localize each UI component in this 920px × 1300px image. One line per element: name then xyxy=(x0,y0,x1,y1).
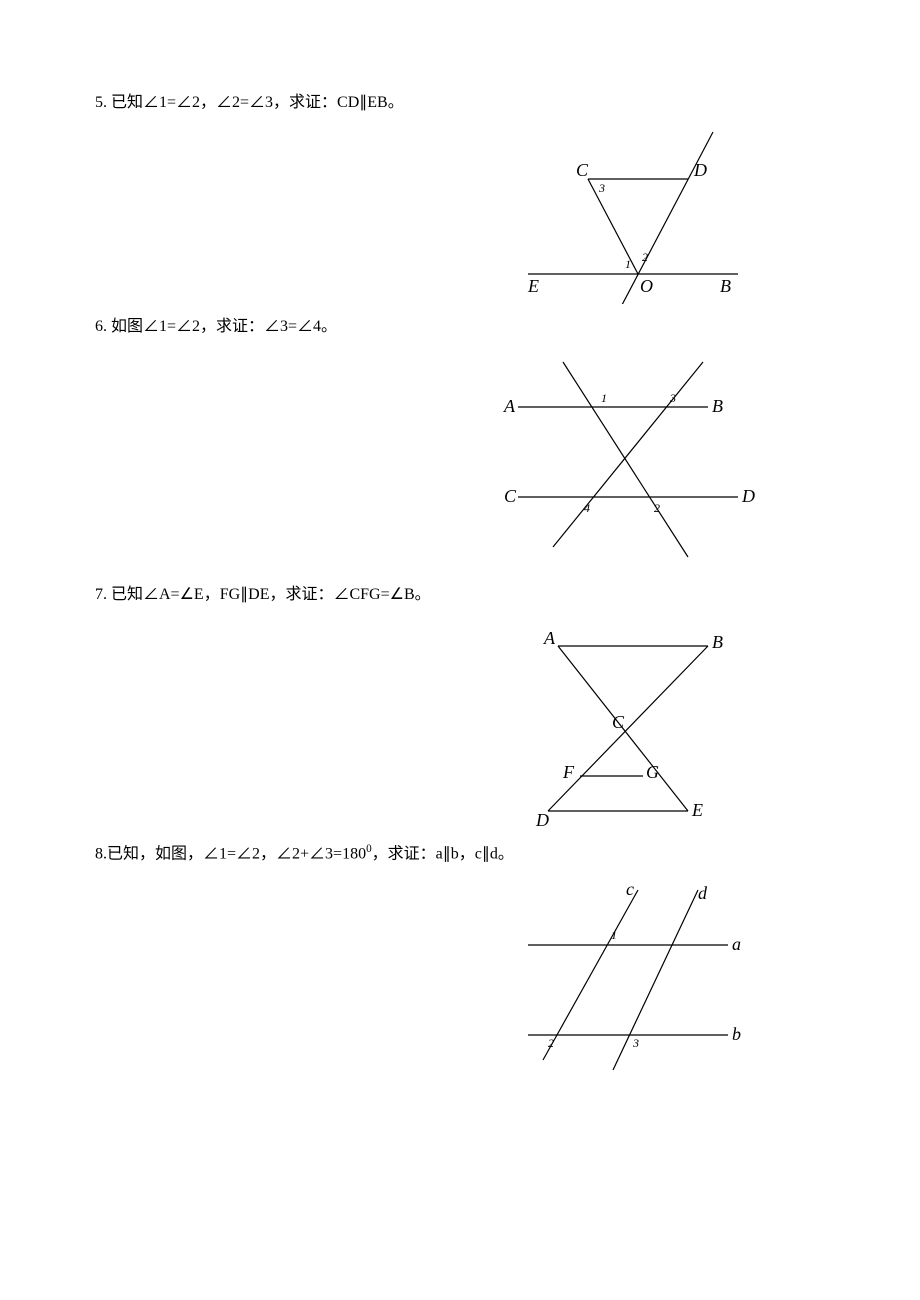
figure-8: a b c d 1 2 3 xyxy=(498,875,758,1085)
problem-7-num: 7. xyxy=(95,586,107,603)
figure-5-wrap: C D E O B 3 2 1 xyxy=(95,124,880,304)
label-d: d xyxy=(698,883,708,903)
label-c: c xyxy=(626,879,634,899)
figure-7-wrap: A B C F G D E xyxy=(95,616,880,831)
angle-3: 3 xyxy=(669,391,676,405)
label-A: A xyxy=(503,396,516,416)
problem-8-pre: 已知，如图，∠1=∠2，∠2+∠3=180 xyxy=(107,845,366,862)
angle-1: 1 xyxy=(625,257,631,271)
page: 5. 已知∠1=∠2，∠2=∠3，求证：CD∥EB。 C D E O B 3 2… xyxy=(0,0,920,1135)
problem-7: 7. 已知∠A=∠E，FG∥DE，求证：∠CFG=∠B。 A B C F G D… xyxy=(95,582,880,831)
problem-7-body: 已知∠A=∠E，FG∥DE，求证：∠CFG=∠B。 xyxy=(111,586,431,603)
problem-7-text: 7. 已知∠A=∠E，FG∥DE，求证：∠CFG=∠B。 xyxy=(95,582,880,608)
figure-7: A B C F G D E xyxy=(508,616,748,831)
angle-4: 4 xyxy=(584,501,590,515)
problem-6: 6. 如图∠1=∠2，求证：∠3=∠4。 A B C D 1 3 4 2 xyxy=(95,314,880,573)
label-C: C xyxy=(612,712,625,732)
label-D: D xyxy=(535,810,549,830)
figure-6-wrap: A B C D 1 3 4 2 xyxy=(95,347,880,572)
label-B: B xyxy=(720,276,731,296)
problem-5-num: 5. xyxy=(95,94,107,111)
problem-8-num: 8. xyxy=(95,845,107,862)
label-C: C xyxy=(576,160,589,180)
problem-5-body: 已知∠1=∠2，∠2=∠3，求证：CD∥EB。 xyxy=(111,94,404,111)
label-O: O xyxy=(640,276,653,296)
figure-8-wrap: a b c d 1 2 3 xyxy=(95,875,880,1085)
label-D: D xyxy=(741,486,755,506)
problem-5: 5. 已知∠1=∠2，∠2=∠3，求证：CD∥EB。 C D E O B 3 2… xyxy=(95,90,880,304)
problem-8-post: ，求证：a∥b，c∥d。 xyxy=(372,845,514,862)
label-D: D xyxy=(693,160,707,180)
problem-8-text: 8.已知，如图，∠1=∠2，∠2+∠3=1800，求证：a∥b，c∥d。 xyxy=(95,841,880,867)
label-B: B xyxy=(712,632,723,652)
problem-5-text: 5. 已知∠1=∠2，∠2=∠3，求证：CD∥EB。 xyxy=(95,90,880,116)
label-C: C xyxy=(504,486,517,506)
angle-2: 2 xyxy=(642,250,648,264)
label-F: F xyxy=(562,762,575,782)
problem-8: 8.已知，如图，∠1=∠2，∠2+∠3=1800，求证：a∥b，c∥d。 a b… xyxy=(95,841,880,1085)
label-E: E xyxy=(527,276,539,296)
problem-6-text: 6. 如图∠1=∠2，求证：∠3=∠4。 xyxy=(95,314,880,340)
label-E: E xyxy=(691,800,703,820)
problem-6-num: 6. xyxy=(95,318,107,335)
label-a: a xyxy=(732,934,741,954)
angle-2: 2 xyxy=(548,1036,554,1050)
label-A: A xyxy=(543,628,556,648)
angle-2: 2 xyxy=(654,501,660,515)
label-B: B xyxy=(712,396,723,416)
angle-1: 1 xyxy=(611,928,617,942)
figure-5: C D E O B 3 2 1 xyxy=(498,124,758,304)
angle-1: 1 xyxy=(601,391,607,405)
angle-3: 3 xyxy=(598,181,605,195)
figure-6: A B C D 1 3 4 2 xyxy=(488,347,768,572)
label-b: b xyxy=(732,1024,741,1044)
label-G: G xyxy=(646,762,659,782)
problem-6-body: 如图∠1=∠2，求证：∠3=∠4。 xyxy=(111,318,337,335)
angle-3: 3 xyxy=(632,1036,639,1050)
